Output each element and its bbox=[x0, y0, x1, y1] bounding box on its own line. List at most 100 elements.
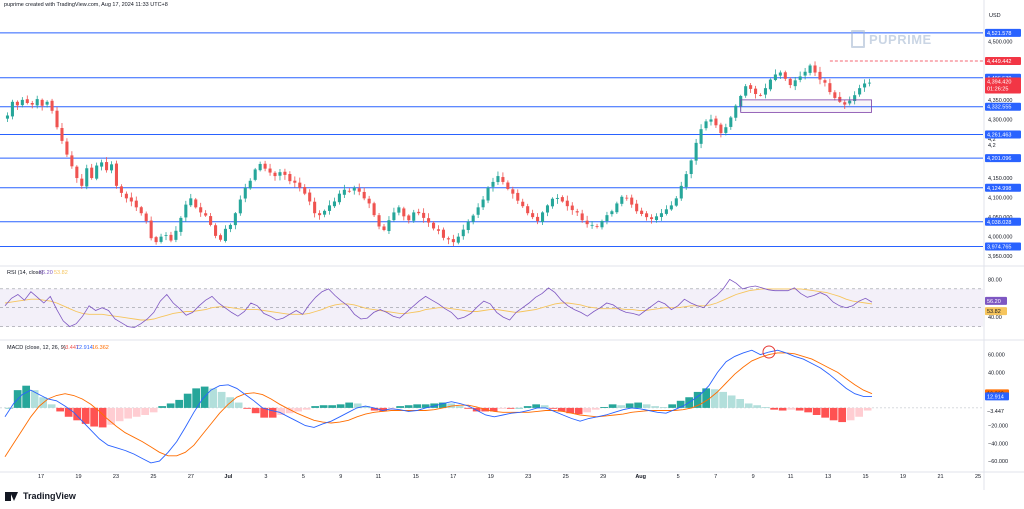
rsi-ma-value-label: 53.82 bbox=[987, 309, 1001, 315]
candle-body bbox=[823, 80, 827, 83]
macd-histogram-bar bbox=[234, 402, 243, 408]
candle-body bbox=[526, 206, 530, 214]
macd-histogram-bar bbox=[404, 405, 413, 408]
macd-histogram-bar bbox=[642, 404, 651, 408]
candle-body bbox=[808, 65, 812, 73]
candle-body bbox=[228, 224, 232, 230]
candle-body bbox=[402, 208, 406, 217]
macd-histogram-bar bbox=[47, 404, 56, 408]
candle-body bbox=[466, 221, 470, 231]
candle-body bbox=[630, 197, 634, 205]
time-tick-label: 27 bbox=[188, 474, 194, 480]
macd-histogram-bar bbox=[719, 391, 727, 408]
macd-histogram-bar bbox=[166, 403, 175, 408]
candle-body bbox=[105, 162, 109, 171]
candle-body bbox=[605, 215, 609, 222]
time-tick-label: 7 bbox=[714, 474, 717, 480]
price-axis[interactable]: USD 4,500.000 4,350.000 4,300.000 4,150.000… bbox=[983, 0, 1021, 490]
candle-body bbox=[204, 213, 208, 216]
macd-histogram-bar bbox=[141, 407, 149, 415]
candle-body bbox=[481, 199, 485, 208]
candle-body bbox=[50, 100, 54, 111]
macd-histogram-bar bbox=[787, 407, 795, 410]
candle-body bbox=[635, 203, 639, 212]
candle-body bbox=[555, 197, 559, 199]
price-tick-label: 4,350.000 bbox=[988, 98, 1012, 104]
chart-credit: puprime created with TradingView.com, Au… bbox=[4, 2, 168, 8]
macd-histogram-bar bbox=[149, 407, 158, 413]
candle-body bbox=[80, 178, 84, 186]
time-tick-label: 25 bbox=[563, 474, 569, 480]
candle-body bbox=[432, 222, 436, 229]
macd-histogram-bar bbox=[506, 407, 515, 409]
candle-body bbox=[303, 187, 307, 194]
macd-histogram-bar bbox=[132, 407, 141, 417]
macd-histogram-bar bbox=[370, 407, 379, 411]
candle-body bbox=[412, 212, 416, 221]
candle-body bbox=[580, 213, 584, 221]
macd-line-value-label: 12.914 bbox=[987, 394, 1004, 400]
candle-body bbox=[620, 196, 624, 204]
price-tick-label: 4,100.000 bbox=[988, 196, 1012, 202]
candle-body bbox=[813, 65, 817, 73]
candle-body bbox=[511, 189, 515, 194]
macd-histogram-bar bbox=[659, 407, 668, 408]
candle-body bbox=[407, 215, 411, 221]
macd-histogram-bar bbox=[243, 407, 251, 409]
candle-body bbox=[744, 86, 748, 96]
macd-signal-line bbox=[4, 352, 873, 457]
candle-body bbox=[323, 210, 327, 215]
candle-body bbox=[669, 205, 673, 210]
candle-body bbox=[575, 211, 579, 213]
time-tick-label: 11 bbox=[375, 474, 381, 480]
macd-pane: MACD (close, 12, 26, 9) −3.447 12.914 16… bbox=[0, 345, 1024, 473]
macd-tick-label: 40.000 bbox=[988, 370, 1005, 376]
time-tick-label: 15 bbox=[862, 474, 868, 480]
candle-body bbox=[367, 198, 371, 204]
tradingview-logo[interactable]: TradingView bbox=[5, 491, 76, 501]
macd-histogram-bar bbox=[532, 404, 540, 408]
candle-body bbox=[268, 168, 272, 173]
currency-label: USD bbox=[989, 13, 1001, 19]
time-axis[interactable]: 17 19 23 25 27 Jul 3 5 9 11 15 17 19 23 25 29 Aug 5 7 9 11 13… bbox=[38, 474, 981, 480]
level-price-badge bbox=[985, 183, 1021, 192]
candle-body bbox=[798, 76, 802, 80]
candle-body bbox=[238, 199, 242, 214]
time-tick-label: 11 bbox=[788, 474, 794, 480]
macd-histogram-bar bbox=[396, 406, 404, 408]
candle-body bbox=[645, 213, 649, 218]
macd-histogram-bar bbox=[285, 407, 294, 414]
candle-body bbox=[600, 221, 604, 228]
candle-body bbox=[129, 197, 133, 202]
rsi-title: RSI (14, close) bbox=[7, 270, 44, 276]
candle-body bbox=[545, 205, 550, 213]
rsi-pane: RSI (14, close) 56.20 53.82 bbox=[0, 270, 1024, 341]
candle-body bbox=[159, 236, 163, 242]
candle-body bbox=[704, 121, 708, 129]
candle-body bbox=[179, 217, 183, 232]
candle-body bbox=[699, 129, 703, 144]
rsi-tick-label: 40.00 bbox=[988, 315, 1002, 321]
level-price-label: 3,974.765 bbox=[987, 245, 1011, 251]
level-price-label: 4,521.578 bbox=[987, 31, 1011, 37]
candle-body bbox=[838, 96, 842, 102]
tradingview-logo-text: TradingView bbox=[23, 491, 76, 501]
macd-histogram-bar bbox=[804, 407, 812, 413]
candle-body bbox=[516, 192, 520, 201]
macd-histogram-bar bbox=[855, 407, 863, 417]
rsi-ma-line bbox=[4, 288, 873, 321]
macd-histogram-bar bbox=[549, 407, 557, 409]
candle-body bbox=[471, 215, 475, 222]
consolidation-rectangle bbox=[740, 99, 872, 113]
rsi-legend-value: 56.20 bbox=[39, 270, 53, 276]
macd-histogram-bar bbox=[702, 388, 710, 408]
candle-body bbox=[436, 229, 441, 231]
time-tick-label: 9 bbox=[752, 474, 755, 480]
macd-histogram-bar bbox=[336, 404, 345, 408]
candle-body bbox=[55, 110, 59, 128]
candle-body bbox=[164, 235, 168, 236]
candle-body bbox=[565, 200, 569, 207]
candle-body bbox=[382, 226, 386, 231]
rsi-value-badge bbox=[985, 296, 1007, 305]
price-tick-label: 4,300.000 bbox=[988, 117, 1012, 123]
